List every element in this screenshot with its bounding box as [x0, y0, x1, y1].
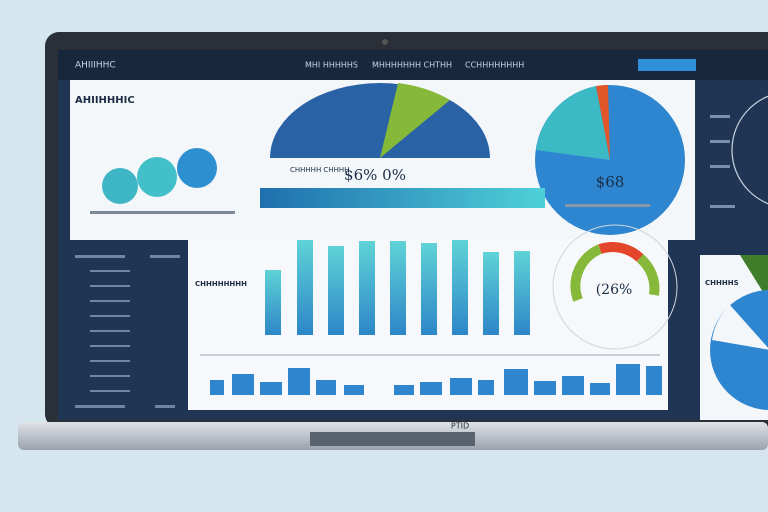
gauge-caption: CHHHHH CHHHH — [290, 166, 349, 174]
nav-button[interactable] — [638, 59, 696, 71]
nav-item[interactable]: CCHHHHHHHH — [465, 61, 524, 70]
text-line — [565, 204, 650, 207]
pie-slice — [596, 85, 610, 160]
gauge-arc — [570, 244, 603, 302]
gauge-arc — [636, 254, 660, 296]
camera — [382, 39, 388, 45]
corner-title: CHHHHS — [705, 279, 739, 287]
nav-item[interactable]: MHHHHHHH CHTHH — [372, 61, 452, 70]
gauge-arc — [598, 242, 644, 262]
ring — [731, 95, 768, 205]
bubble — [102, 168, 138, 204]
small-bars — [210, 364, 662, 395]
pie-value: $68 — [596, 173, 625, 191]
panel-title: AHIIHHHIC — [75, 95, 135, 106]
brand: PTID — [451, 422, 469, 431]
gauge-segment — [380, 83, 450, 158]
bar-panel-title: CHHHHHHHH — [195, 280, 247, 288]
corner-graphics — [710, 255, 768, 410]
pie-slice — [536, 86, 610, 160]
hinge — [310, 432, 475, 446]
bubble — [137, 157, 177, 197]
progress-strip — [260, 188, 545, 208]
nav-item[interactable]: MHI HHHHHS — [305, 61, 358, 70]
bars — [265, 240, 530, 335]
gauge-value: $6% 0% — [344, 166, 406, 184]
axis-line — [90, 211, 235, 214]
gauge-ring — [552, 224, 678, 350]
gauge-value: (26% — [596, 282, 633, 298]
bubble — [177, 148, 217, 188]
top-graphics — [270, 83, 685, 235]
side-lines — [710, 115, 735, 208]
left-lines — [75, 255, 180, 408]
app-title: AHIIIHHC — [75, 61, 116, 71]
